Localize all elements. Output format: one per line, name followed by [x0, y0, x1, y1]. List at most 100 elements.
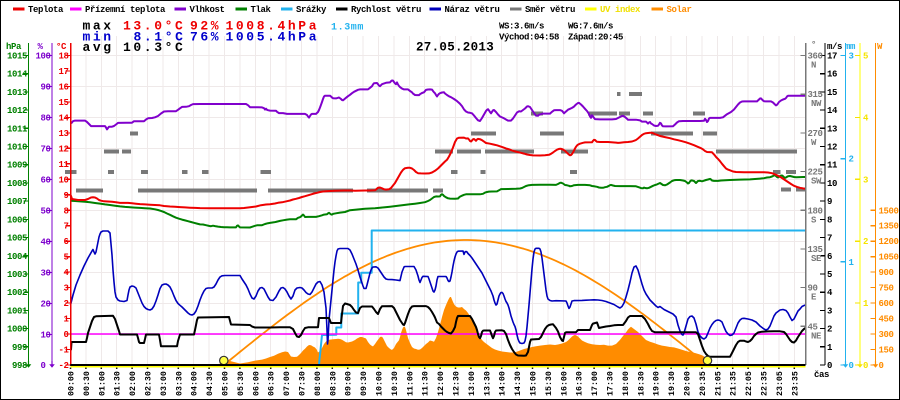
svg-text:1001: 1001	[7, 306, 28, 316]
svg-text:7: 7	[827, 234, 832, 244]
svg-text:10: 10	[827, 179, 837, 189]
svg-text:6: 6	[827, 252, 832, 262]
svg-text:-2: -2	[58, 361, 68, 371]
svg-text:12:00: 12:00	[437, 371, 446, 396]
svg-text:00:30: 00:30	[83, 371, 92, 396]
svg-text:N: N	[811, 61, 816, 71]
svg-text:mm: mm	[845, 42, 856, 52]
svg-text:Teplota: Teplota	[28, 5, 64, 15]
svg-text:Přízemní teplota: Přízemní teplota	[85, 5, 166, 15]
svg-text:10: 10	[40, 331, 50, 341]
svg-text:2: 2	[849, 155, 854, 165]
svg-text:Náraz větru: Náraz větru	[445, 5, 500, 15]
svg-text:450: 450	[879, 315, 894, 325]
svg-text:10:30: 10:30	[391, 371, 400, 396]
svg-text:14: 14	[58, 113, 69, 123]
svg-text:76%: 76%	[190, 30, 221, 45]
svg-text:60: 60	[40, 176, 50, 186]
svg-text:3: 3	[863, 175, 868, 185]
svg-text:40: 40	[40, 238, 50, 248]
svg-text:Rychlost větru: Rychlost větru	[351, 5, 421, 15]
svg-text:Východ:04:58: Východ:04:58	[499, 33, 559, 43]
svg-text:50: 50	[40, 207, 50, 217]
svg-text:01:00: 01:00	[98, 371, 107, 396]
svg-text:100: 100	[35, 52, 50, 62]
svg-text:06:00: 06:00	[252, 371, 261, 396]
svg-text:150: 150	[879, 346, 894, 356]
svg-text:%: %	[38, 42, 44, 52]
svg-text:15: 15	[827, 88, 837, 98]
svg-text:13.0°C: 13.0°C	[123, 19, 185, 34]
svg-text:12:30: 12:30	[453, 371, 462, 396]
svg-text:1012: 1012	[7, 106, 27, 116]
svg-text:08:00: 08:00	[314, 371, 323, 396]
svg-text:1010: 1010	[7, 143, 27, 153]
svg-text:90: 90	[808, 284, 818, 294]
svg-text:998: 998	[12, 361, 27, 371]
svg-text:17: 17	[58, 67, 68, 77]
svg-text:1008: 1008	[7, 179, 27, 189]
svg-text:°: °	[811, 40, 816, 50]
svg-text:max: max	[83, 19, 114, 34]
svg-text:135: 135	[808, 245, 823, 255]
svg-text:2: 2	[63, 299, 68, 309]
svg-text:0: 0	[63, 330, 68, 340]
svg-text:21:35: 21:35	[730, 371, 739, 396]
svg-text:01:30: 01:30	[114, 371, 123, 396]
svg-text:3: 3	[827, 306, 832, 316]
svg-text:1003: 1003	[7, 270, 27, 280]
svg-text:Západ:20:45: Západ:20:45	[568, 33, 623, 43]
svg-text:19:00: 19:00	[653, 371, 662, 396]
svg-text:WG:7.6m/s: WG:7.6m/s	[568, 22, 613, 32]
svg-text:1011: 1011	[7, 124, 28, 134]
svg-text:1: 1	[863, 299, 869, 309]
svg-text:NW: NW	[811, 99, 822, 109]
svg-text:1050: 1050	[879, 253, 899, 263]
svg-text:02:30: 02:30	[145, 371, 154, 396]
svg-text:1500: 1500	[879, 206, 899, 216]
svg-text:3: 3	[63, 284, 68, 294]
svg-text:21:05: 21:05	[714, 371, 723, 396]
svg-text:W: W	[811, 138, 817, 148]
svg-text:14: 14	[827, 106, 838, 116]
svg-text:avg: avg	[83, 40, 114, 55]
svg-text:1.3mm: 1.3mm	[331, 23, 364, 34]
svg-text:1005.4hPa: 1005.4hPa	[226, 30, 320, 45]
svg-text:16:30: 16:30	[576, 371, 585, 396]
svg-text:9: 9	[827, 197, 832, 207]
svg-text:92%: 92%	[190, 19, 221, 34]
svg-text:8.1°C: 8.1°C	[134, 30, 186, 45]
svg-text:80: 80	[40, 114, 50, 124]
svg-text:5: 5	[63, 253, 68, 263]
svg-text:1002: 1002	[7, 288, 27, 298]
svg-text:13:30: 13:30	[483, 371, 492, 396]
svg-text:600: 600	[879, 299, 894, 309]
svg-text:1015: 1015	[7, 52, 27, 62]
svg-text:E: E	[811, 293, 817, 303]
svg-text:SW: SW	[811, 177, 822, 187]
svg-text:Tlak: Tlak	[251, 5, 272, 15]
svg-text:999: 999	[12, 343, 27, 353]
svg-text:WS:3.6m/s: WS:3.6m/s	[499, 22, 544, 32]
svg-text:1: 1	[827, 343, 833, 353]
svg-text:10:00: 10:00	[376, 371, 385, 396]
svg-text:270: 270	[808, 129, 823, 139]
svg-text:9: 9	[63, 191, 68, 201]
svg-text:1014: 1014	[7, 70, 28, 80]
svg-text:07:30: 07:30	[299, 371, 308, 396]
svg-text:15: 15	[58, 98, 68, 108]
svg-text:1: 1	[63, 315, 69, 325]
svg-text:16: 16	[58, 82, 68, 92]
svg-text:8: 8	[827, 215, 832, 225]
svg-text:1005: 1005	[7, 234, 27, 244]
svg-text:°C: °C	[56, 42, 67, 52]
svg-text:18:30: 18:30	[637, 371, 646, 396]
svg-text:70: 70	[40, 145, 50, 155]
svg-text:13: 13	[827, 124, 837, 134]
svg-text:10.3°C: 10.3°C	[123, 40, 185, 55]
svg-text:Směr větru: Směr větru	[525, 5, 575, 15]
svg-text:30: 30	[40, 269, 50, 279]
svg-text:20:00: 20:00	[684, 371, 693, 396]
svg-text:04:00: 04:00	[191, 371, 200, 396]
svg-text:16: 16	[827, 70, 837, 80]
